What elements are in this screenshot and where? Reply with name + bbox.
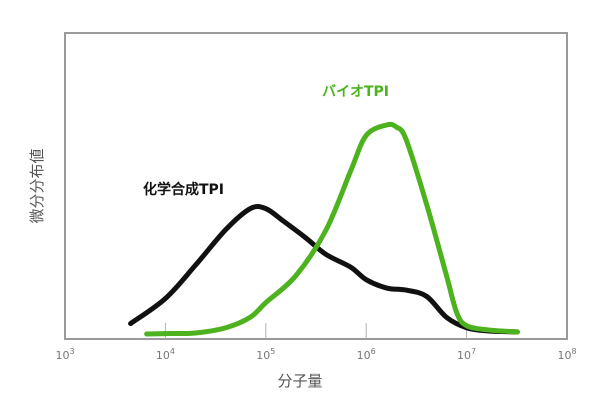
x-tick-label: 106 <box>357 347 376 362</box>
series-label-bio-tpi: バイオTPI <box>322 84 389 100</box>
x-tick-label: 108 <box>557 347 576 362</box>
y-axis-label: 微分分布値 <box>28 148 46 223</box>
x-axis-label: 分子量 <box>277 372 322 390</box>
plot-frame <box>64 32 568 340</box>
x-tick-label: 103 <box>55 347 74 362</box>
x-tick-label: 107 <box>457 347 476 362</box>
series-line-synthetic-tpi <box>128 204 520 335</box>
series-label-synthetic-tpi: 化学合成TPI <box>143 181 224 198</box>
series-line-bio-tpi <box>144 121 520 337</box>
x-tick-label: 104 <box>156 347 175 362</box>
x-tick-label: 105 <box>256 347 275 362</box>
